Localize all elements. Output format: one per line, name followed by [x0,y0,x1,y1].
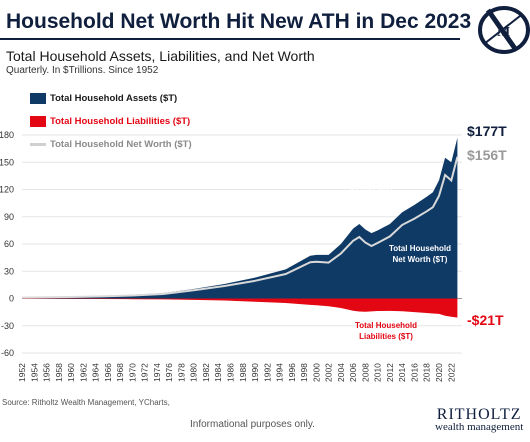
chart-subtitle: Total Household Assets, Liabilities, and… [6,48,315,64]
liabilities-area [22,298,458,318]
x-tick-label: 1954 [29,363,39,382]
legend-liabilities-swatch [30,116,46,127]
x-tick-label: 1974 [152,363,162,382]
y-tick-label: 30 [4,266,14,276]
liabilities-inline-label-2: Liabilities ($T) [359,332,413,341]
x-tick-label: 2010 [373,363,383,382]
x-tick-label: 1998 [299,363,309,382]
x-tick-label: 1976 [164,363,174,382]
x-tick-label: 2004 [336,363,346,382]
x-tick-label: 1970 [127,363,137,382]
legend-networth: Total Household Net Worth ($T) [30,139,192,150]
legend-liabilities: Total Household Liabilities ($T) [30,116,190,127]
x-tick-label: 1984 [213,363,223,382]
y-tick-label: -30 [1,321,14,331]
legend-networth-swatch [30,142,46,146]
brand-logo: RITHOLTZ wealth management [435,406,523,433]
x-tick-label: 1958 [54,363,64,382]
legend-networth-label: Total Household Net Worth ($T) [50,139,192,150]
x-tick-label: 1962 [78,363,88,382]
x-tick-label: 2020 [434,363,444,382]
x-tick-label: 1964 [91,363,101,382]
x-tick-label: 2016 [409,363,419,382]
x-tick-label: 1960 [66,363,76,382]
x-tick-label: 2002 [324,363,334,382]
x-tick-label: 1988 [238,363,248,382]
assets-inline-label-2: Assets ($T) [349,187,392,196]
x-tick-label: 2000 [311,363,321,382]
networth-inline-label-2: Net Worth ($T) [393,255,448,264]
legend-assets-label: Total Household Assets ($T) [50,93,178,105]
chart-title: Household Net Worth Hit New ATH in Dec 2… [6,10,472,33]
liabilities-end-label: -$21T [467,312,504,328]
source-note: Source: Ritholtz Wealth Management, YCha… [2,398,170,407]
brand-name: RITHOLTZ [436,406,522,423]
y-tick-label: 90 [4,212,14,222]
networth-inline-label: Total Household [389,244,451,253]
x-tick-label: 1972 [140,363,150,382]
chart-subnote: Quarterly. In $Trillions. Since 1952 [6,65,159,76]
x-tick-label: 1968 [115,363,125,382]
assets-area [22,137,458,299]
x-tick-label: 1992 [262,363,272,382]
x-tick-label: 2022 [446,363,456,382]
x-tick-label: 2012 [385,363,395,382]
x-tick-label: 1980 [189,363,199,382]
assets-end-label: $177T [467,123,507,139]
x-tick-label: 2014 [397,363,407,382]
disclaimer: Informational purposes only. [190,419,315,430]
x-tick-label: 2006 [348,363,358,382]
x-tick-label: 2008 [360,363,370,382]
x-tick-label: 2018 [422,363,432,382]
networth-end-label: $156T [467,147,507,163]
y-tick-label: 150 [0,157,14,167]
x-tick-label: 1952 [17,363,27,382]
y-tick-label: 120 [0,185,14,195]
legend-liabilities-label: Total Household Liabilities ($T) [50,116,191,128]
y-tick-label: 180 [0,130,14,140]
svg-text:M: M [497,25,510,40]
x-tick-label: 1982 [201,363,211,382]
legend-assets-swatch [30,93,46,104]
x-tick-label: 1978 [176,363,186,382]
networth-line [21,156,459,299]
x-tick-label: 1994 [275,363,285,382]
brand-tagline: wealth management [435,421,524,433]
assets-inline-label: Total Household [327,177,389,186]
compass-logo-icon: M [478,6,530,54]
x-tick-label: 1996 [287,363,297,382]
x-tick-label: 1986 [226,363,236,382]
x-tick-label: 1966 [103,363,113,382]
x-tick-label: 1990 [250,363,260,382]
y-tick-label: -60 [1,348,14,358]
y-tick-label: 0 [9,294,14,304]
y-tick-label: 60 [4,239,14,249]
legend-assets: Total Household Assets ($T) [30,93,177,104]
title-divider [0,38,460,40]
x-tick-label: 1956 [42,363,52,382]
liabilities-inline-label: Total Household [355,321,417,330]
